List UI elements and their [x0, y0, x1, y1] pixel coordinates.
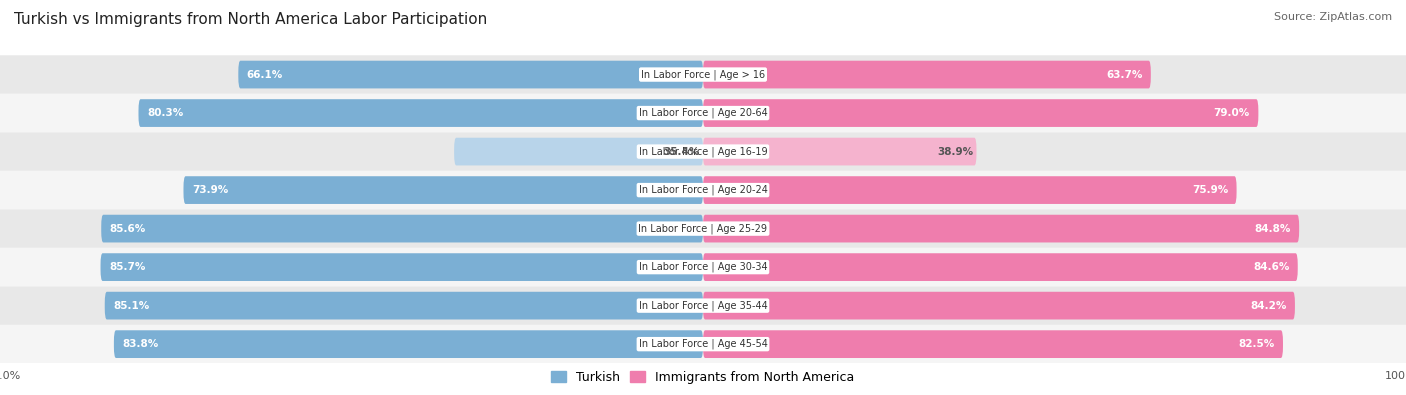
Text: In Labor Force | Age 20-64: In Labor Force | Age 20-64	[638, 108, 768, 118]
FancyBboxPatch shape	[703, 253, 1298, 281]
Text: 38.9%: 38.9%	[936, 147, 973, 156]
Text: 73.9%: 73.9%	[191, 185, 228, 195]
Text: In Labor Force | Age 16-19: In Labor Force | Age 16-19	[638, 146, 768, 157]
FancyBboxPatch shape	[703, 176, 1237, 204]
FancyBboxPatch shape	[703, 292, 1295, 320]
Text: 63.7%: 63.7%	[1107, 70, 1142, 79]
FancyBboxPatch shape	[101, 253, 703, 281]
Text: 82.5%: 82.5%	[1239, 339, 1275, 349]
Text: 84.6%: 84.6%	[1253, 262, 1289, 272]
Text: 85.7%: 85.7%	[108, 262, 145, 272]
FancyBboxPatch shape	[703, 99, 1258, 127]
Text: 35.4%: 35.4%	[664, 147, 700, 156]
Text: Source: ZipAtlas.com: Source: ZipAtlas.com	[1274, 12, 1392, 22]
FancyBboxPatch shape	[0, 132, 1406, 171]
Text: In Labor Force | Age 35-44: In Labor Force | Age 35-44	[638, 300, 768, 311]
Text: 79.0%: 79.0%	[1213, 108, 1250, 118]
Text: In Labor Force | Age 45-54: In Labor Force | Age 45-54	[638, 339, 768, 350]
FancyBboxPatch shape	[101, 215, 703, 243]
Text: In Labor Force | Age 20-24: In Labor Force | Age 20-24	[638, 185, 768, 196]
FancyBboxPatch shape	[0, 209, 1406, 248]
FancyBboxPatch shape	[114, 330, 703, 358]
Text: In Labor Force | Age > 16: In Labor Force | Age > 16	[641, 69, 765, 80]
Text: 85.1%: 85.1%	[114, 301, 149, 310]
Text: 84.8%: 84.8%	[1254, 224, 1291, 233]
FancyBboxPatch shape	[0, 94, 1406, 132]
FancyBboxPatch shape	[0, 325, 1406, 363]
FancyBboxPatch shape	[239, 61, 703, 88]
FancyBboxPatch shape	[703, 330, 1284, 358]
FancyBboxPatch shape	[0, 286, 1406, 325]
FancyBboxPatch shape	[0, 248, 1406, 286]
FancyBboxPatch shape	[703, 138, 977, 166]
FancyBboxPatch shape	[0, 171, 1406, 209]
FancyBboxPatch shape	[703, 61, 1150, 88]
FancyBboxPatch shape	[454, 138, 703, 166]
Text: 83.8%: 83.8%	[122, 339, 159, 349]
FancyBboxPatch shape	[0, 55, 1406, 94]
Text: In Labor Force | Age 30-34: In Labor Force | Age 30-34	[638, 262, 768, 273]
Text: 66.1%: 66.1%	[247, 70, 283, 79]
Text: Turkish vs Immigrants from North America Labor Participation: Turkish vs Immigrants from North America…	[14, 12, 488, 27]
Text: 85.6%: 85.6%	[110, 224, 146, 233]
FancyBboxPatch shape	[105, 292, 703, 320]
FancyBboxPatch shape	[703, 215, 1299, 243]
FancyBboxPatch shape	[139, 99, 703, 127]
Text: In Labor Force | Age 25-29: In Labor Force | Age 25-29	[638, 223, 768, 234]
Legend: Turkish, Immigrants from North America: Turkish, Immigrants from North America	[547, 366, 859, 389]
Text: 80.3%: 80.3%	[148, 108, 183, 118]
Text: 75.9%: 75.9%	[1192, 185, 1229, 195]
Text: 84.2%: 84.2%	[1250, 301, 1286, 310]
FancyBboxPatch shape	[183, 176, 703, 204]
